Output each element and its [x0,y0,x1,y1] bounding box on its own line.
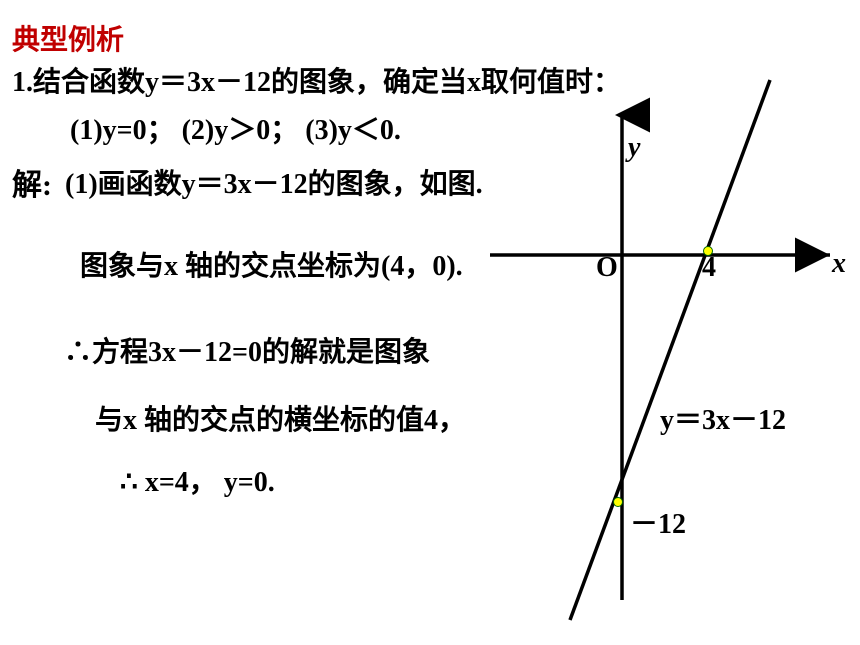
coordinate-graph [540,120,860,640]
y-axis-label: y [628,132,640,164]
text-line-7: ∴ x=4， y=0. [120,460,275,500]
point-4-label: 4 [702,252,716,284]
neg-12-label: －12 [630,502,686,542]
function-label: y＝3x－12 [660,398,786,438]
intersection-point-x [703,246,713,256]
text-line-0: 1.结合函数y＝3x－12的图象，确定当x取何值时： [12,60,621,100]
origin-label: O [596,252,618,284]
text-line-6: 与x 轴的交点的横坐标的值4， [95,398,466,438]
text-line-2: 解: [12,160,52,204]
section-title: 典型例析 [12,18,124,58]
text-line-5: ∴方程3x－12=0的解就是图象 [64,330,430,370]
x-axis-label: x [832,248,846,280]
text-line-1: (1)y=0； (2)y＞0； (3)y＜0. [70,108,401,148]
text-line-4: 图象与x 轴的交点坐标为(4，0). [80,244,463,284]
text-line-3: (1)画函数y＝3x－12的图象，如图. [65,162,483,202]
intersection-point-y [613,497,623,507]
